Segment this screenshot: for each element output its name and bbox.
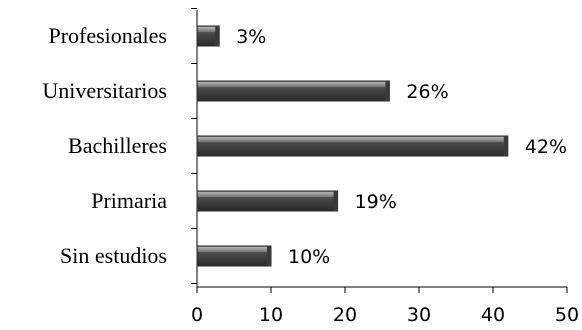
bar-end-cap [333,191,338,211]
bar-end-cap [385,81,390,101]
category-label: Universitarios [42,78,167,103]
x-tick-label: 20 [333,304,357,326]
bar-highlight [198,27,219,32]
data-label: 42% [525,136,567,158]
bar-highlight [198,192,337,197]
category-label: Primaria [91,188,167,213]
x-tick-label: 30 [407,304,431,326]
bar-highlight [198,82,389,87]
data-label: 19% [355,191,397,213]
x-tick-label: 0 [191,304,203,326]
x-tick-label: 50 [555,304,579,326]
data-label: 10% [288,246,330,268]
data-label: 26% [406,81,448,103]
data-label: 3% [236,26,266,48]
bar-end-cap [267,246,271,266]
category-label: Profesionales [48,23,167,48]
bar-end-cap [503,136,508,156]
x-tick-label: 10 [259,304,283,326]
category-label: Sin estudios [60,243,167,268]
plot-area: 0 10 20 30 40 50 Sin estudios 10% Primaria 19% Bac… [42,8,579,326]
bar-highlight [198,137,507,142]
bar-highlight [198,247,270,252]
x-tick-label: 40 [481,304,505,326]
category-label: Bachilleres [68,133,167,158]
bar-end-cap [215,26,220,46]
